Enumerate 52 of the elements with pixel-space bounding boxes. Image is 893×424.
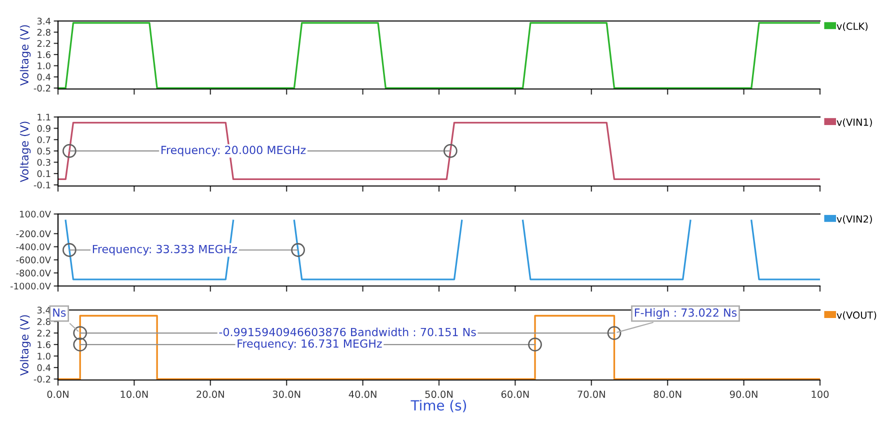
y-tick-label: 100.0V	[20, 210, 51, 218]
y-tick-label: -800.0V	[16, 270, 51, 276]
y-tick-label: -0.2	[34, 376, 50, 383]
y-tick-label: 0.7	[37, 136, 50, 144]
y-tick-label: -400.0V	[16, 243, 51, 250]
x-tick-label: 90.0N	[730, 390, 758, 398]
y-tick-label: 2.2	[37, 330, 50, 336]
x-tick-label: 100	[812, 390, 829, 398]
y-tick-label: 2.8	[37, 318, 50, 326]
x-tick-label: 50.0N	[425, 390, 453, 398]
y-tick-label: 2.2	[37, 40, 50, 47]
x-axis-title: Time (s)	[410, 400, 466, 412]
y-axis-title: Voltage (V)	[20, 315, 31, 376]
legend-label: v(CLK)	[836, 22, 868, 32]
x-tick-label: 30.0N	[272, 390, 300, 398]
y-tick-label: 1.6	[38, 341, 50, 348]
y-tick-label: 1.0	[38, 352, 50, 360]
x-tick-label: 10.0N	[120, 390, 148, 398]
annotation: Frequency: 16.731 MEGHz	[238, 339, 382, 350]
x-tick-label: 20.0N	[196, 390, 224, 398]
annotation: -0.9915940946603876 Bandwidth : 70.151 Ns	[219, 328, 476, 336]
y-axis-title: Voltage (V)	[20, 122, 31, 182]
annotation: Frequency: 20.000 MEGHz	[162, 146, 306, 156]
y-tick-label: -0.2	[34, 84, 50, 92]
y-tick-label: 0.9	[37, 125, 50, 132]
y-tick-label: 1.1	[38, 114, 50, 120]
y-tick-label: 1.6	[38, 51, 50, 58]
y-tick-label: -1000.0V	[10, 282, 51, 290]
y-tick-label: 0.1	[37, 170, 50, 178]
y-axis-title: Voltage (V)	[20, 25, 31, 86]
y-tick-label: 0.5	[37, 148, 50, 154]
y-tick-label: 1.0	[38, 62, 50, 70]
y-tick-label: -0.1	[34, 182, 50, 188]
annotation: F-High : 73.022 Ns	[634, 308, 737, 319]
legend-label: v(VOUT)	[836, 311, 876, 320]
x-tick-label: 0.0N	[47, 390, 68, 398]
y-tick-label: -600.0V	[16, 256, 51, 264]
x-tick-label: 60.0N	[501, 390, 529, 398]
y-tick-label: 0.4	[37, 74, 51, 80]
legend-label: v(VIN1)	[836, 118, 872, 127]
y-tick-label: 3.4	[37, 306, 51, 314]
y-tick-label: 0.3	[37, 158, 50, 166]
annotation: Frequency: 33.333 MEGHz	[92, 244, 238, 256]
y-tick-label: -200.0V	[16, 230, 51, 238]
y-tick-label: 3.4	[37, 18, 51, 25]
x-tick-label: 70.0N	[578, 390, 605, 398]
x-tick-label: 40.0N	[348, 390, 376, 398]
y-tick-label: 0.4	[37, 364, 51, 372]
annotation: Ns	[53, 308, 66, 317]
y-tick-label: 2.8	[37, 28, 50, 36]
x-tick-label: 80.0N	[654, 390, 682, 398]
legend-label: v(VIN2)	[836, 215, 872, 224]
